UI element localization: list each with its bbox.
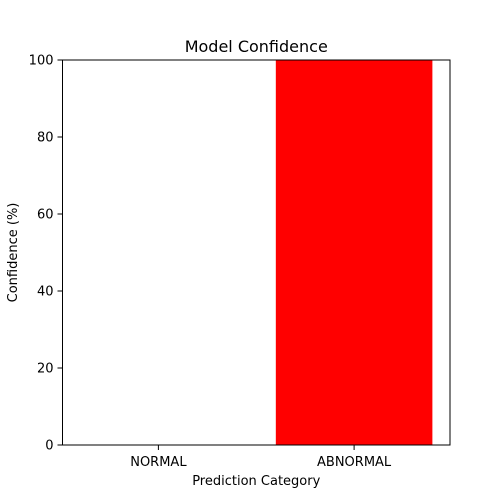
x-tick-label-abnormal: ABNORMAL xyxy=(317,455,392,470)
y-tick-label: 40 xyxy=(37,285,54,300)
x-axis-label: Prediction Category xyxy=(192,474,320,489)
y-tick-label: 80 xyxy=(37,131,54,146)
plot-frame xyxy=(62,59,451,446)
x-axis: NORMAL ABNORMAL xyxy=(130,445,392,470)
y-tick-label: 20 xyxy=(37,362,54,377)
bar-abnormal xyxy=(275,60,433,445)
y-tick-label: 100 xyxy=(29,54,54,69)
y-tick-label: 60 xyxy=(37,208,54,223)
x-tick-label-normal: NORMAL xyxy=(130,455,187,470)
bars-group xyxy=(275,60,433,445)
y-axis: 0 20 40 60 80 100 xyxy=(29,54,63,454)
y-axis-label: Confidence (%) xyxy=(6,203,21,303)
chart-title: Model Confidence xyxy=(185,37,328,56)
y-tick-label: 0 xyxy=(45,439,53,454)
